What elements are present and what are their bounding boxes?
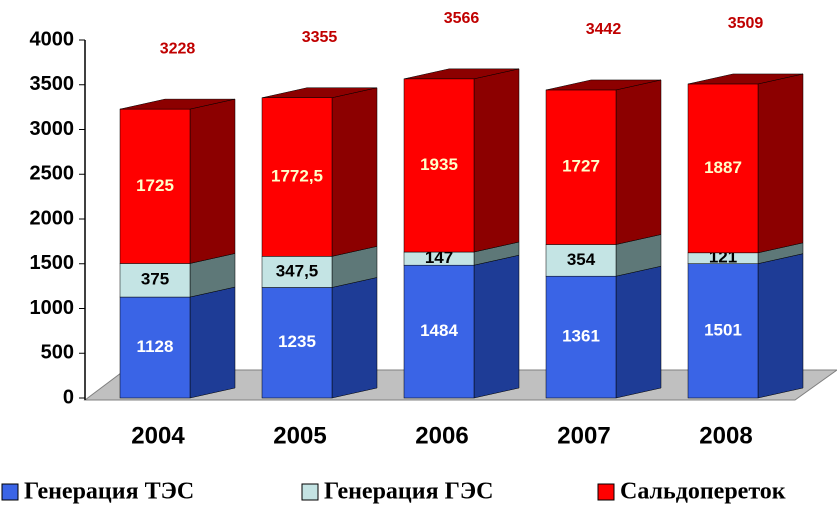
bar-top bbox=[403, 68, 520, 80]
total-label: 3566 bbox=[444, 10, 480, 27]
legend-label: Сальдопереток bbox=[620, 479, 786, 505]
x-tick-label: 2007 bbox=[557, 422, 610, 449]
value-label: 1484 bbox=[420, 321, 458, 340]
value-label: 347,5 bbox=[276, 261, 319, 280]
bar-side bbox=[331, 87, 378, 257]
y-tick-label: 2500 bbox=[30, 163, 75, 185]
value-label: 1772,5 bbox=[271, 167, 323, 186]
bar bbox=[119, 296, 191, 399]
total-label: 3228 bbox=[160, 40, 196, 57]
bar-side bbox=[189, 286, 236, 399]
y-tick-label: 500 bbox=[41, 342, 74, 364]
bar-side bbox=[757, 73, 804, 254]
bar bbox=[545, 244, 617, 277]
bar-side bbox=[757, 253, 804, 399]
total-label: 3355 bbox=[302, 29, 338, 46]
value-label: 1235 bbox=[278, 332, 316, 351]
value-label: 1725 bbox=[136, 176, 174, 195]
value-label: 1887 bbox=[704, 158, 742, 177]
bar-side bbox=[189, 98, 236, 264]
legend-swatch bbox=[301, 483, 319, 501]
bar bbox=[403, 264, 475, 399]
x-tick-label: 2005 bbox=[273, 422, 326, 449]
bar-side bbox=[615, 265, 662, 399]
y-tick-label: 2000 bbox=[30, 207, 75, 229]
y-tick-label: 1000 bbox=[30, 297, 75, 319]
total-label: 3442 bbox=[586, 21, 622, 38]
y-tick-label: 3500 bbox=[30, 73, 75, 95]
bar bbox=[119, 108, 191, 264]
bar-side bbox=[473, 68, 520, 253]
bar-side bbox=[473, 254, 520, 399]
bar bbox=[687, 263, 759, 399]
bar-side bbox=[331, 277, 378, 399]
legend-label: Генерация ГЭС bbox=[324, 479, 493, 505]
bar bbox=[545, 89, 617, 245]
legend-swatch bbox=[1, 483, 19, 501]
bar bbox=[119, 263, 191, 298]
bar-top bbox=[261, 87, 378, 98]
value-label: 1128 bbox=[137, 337, 174, 356]
legend-label: Генерация ТЭС bbox=[24, 479, 194, 505]
y-tick-label: 3000 bbox=[30, 118, 75, 140]
value-label: 354 bbox=[567, 250, 596, 269]
bar-top bbox=[119, 98, 236, 110]
bar bbox=[261, 97, 333, 257]
bar bbox=[403, 78, 475, 253]
bar bbox=[687, 83, 759, 254]
bar-top bbox=[545, 79, 662, 91]
bar-top bbox=[687, 73, 804, 85]
value-label: 1727 bbox=[562, 157, 600, 176]
value-label: 147 bbox=[425, 248, 453, 267]
x-tick-label: 2004 bbox=[131, 422, 185, 449]
bar-side bbox=[615, 79, 662, 245]
value-label: 1501 bbox=[704, 320, 742, 339]
y-tick-label: 0 bbox=[63, 386, 74, 408]
legend-swatch bbox=[597, 483, 615, 501]
x-tick-label: 2006 bbox=[415, 422, 468, 449]
value-label: 1361 bbox=[562, 327, 600, 346]
value-label: 375 bbox=[141, 270, 169, 289]
x-tick-label: 2008 bbox=[699, 422, 752, 449]
y-tick-label: 1500 bbox=[30, 252, 75, 274]
bar bbox=[545, 275, 617, 399]
y-tick-label: 4000 bbox=[30, 28, 75, 50]
bar bbox=[261, 287, 333, 399]
total-label: 3509 bbox=[728, 15, 764, 32]
value-label: 1935 bbox=[420, 155, 458, 174]
